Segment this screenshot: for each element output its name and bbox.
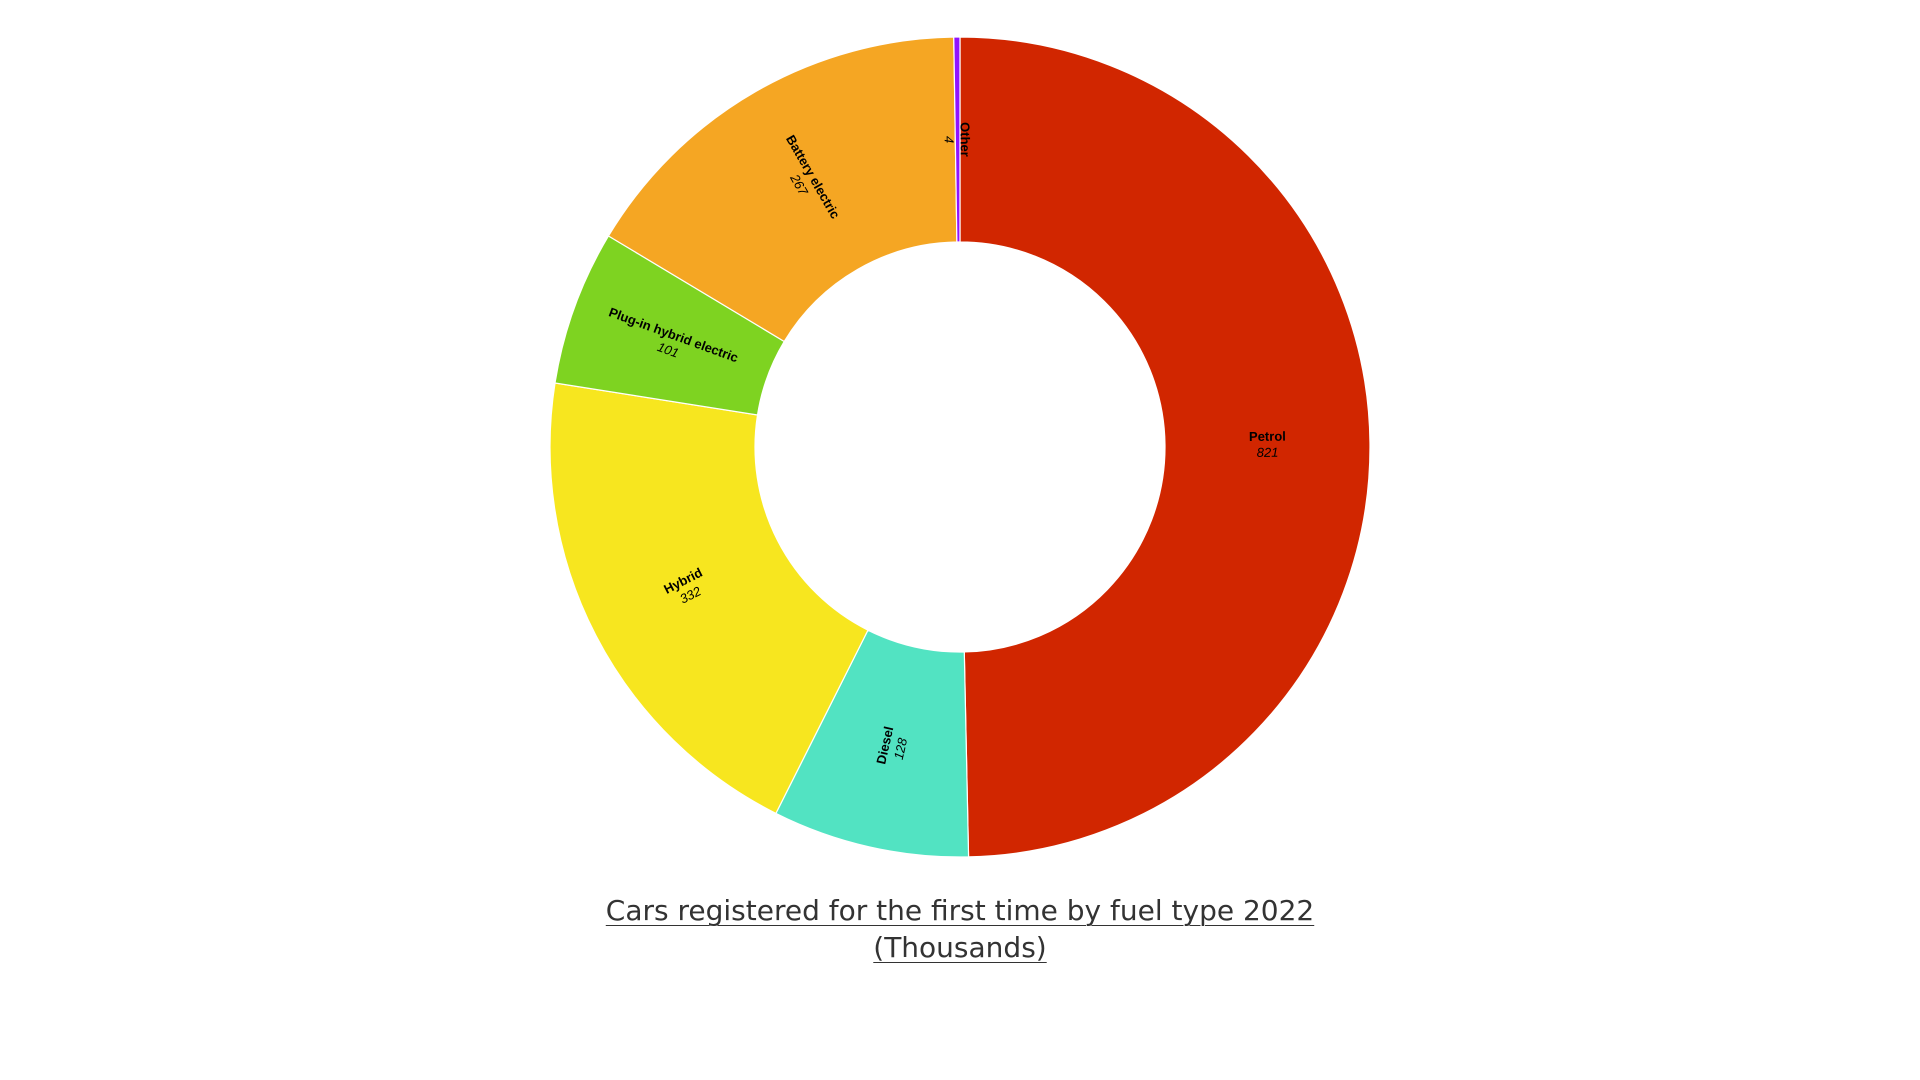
- slice-label-name: Other: [958, 122, 973, 157]
- slice-battery-electric: [607, 36, 958, 343]
- chart-title: Cars registered for the first time by fu…: [0, 892, 1920, 966]
- slice-other: [953, 36, 961, 243]
- slice-label-value: 821: [1257, 445, 1279, 460]
- chart-title-line1: Cars registered for the first time by fu…: [605, 894, 1315, 927]
- slice-label-name: Petrol: [1249, 429, 1286, 444]
- slice-hybrid: [549, 382, 869, 815]
- slice-label-value: 101: [655, 339, 681, 361]
- slice-label-value: 4: [942, 136, 957, 143]
- slice-petrol: [959, 36, 1371, 858]
- chart-title-line2: (Thousands): [873, 931, 1047, 964]
- slices-group: [549, 36, 1371, 858]
- slice-label-value: 128: [891, 736, 911, 761]
